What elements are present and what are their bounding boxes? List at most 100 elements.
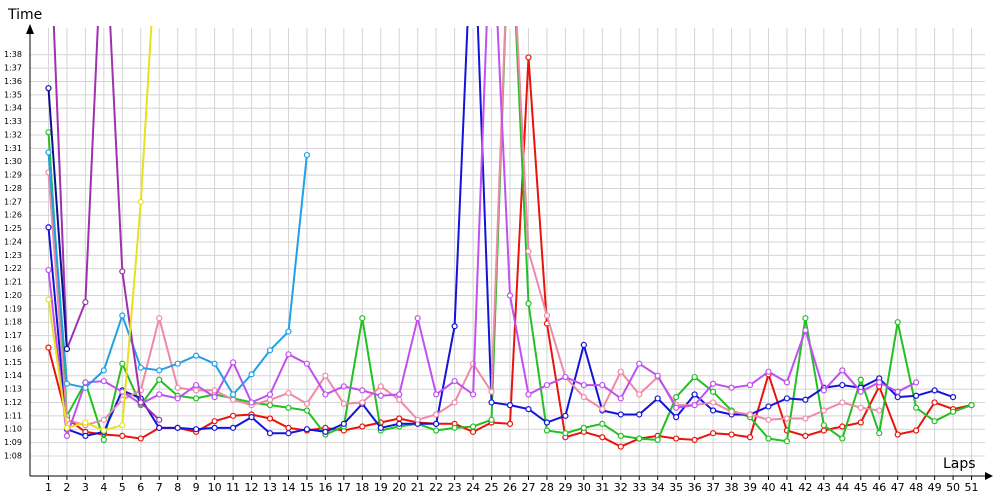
x-tick-label: 46: [872, 481, 886, 494]
lap-point: [617, 368, 624, 375]
lap-point: [414, 315, 421, 322]
lap-point: [783, 415, 791, 422]
lap-point: [63, 432, 71, 439]
lap-point: [229, 396, 237, 403]
x-tick-label: 25: [485, 481, 499, 494]
lap-point: [765, 368, 772, 375]
lap-point: [894, 388, 901, 395]
lap-point: [193, 426, 200, 433]
lap-point: [654, 372, 661, 379]
lap-point: [709, 407, 717, 414]
lap-point: [82, 379, 89, 386]
lap-point: [894, 431, 901, 438]
y-tick-label: 1:20: [4, 291, 22, 300]
lap-point: [636, 435, 643, 442]
y-tick-label: 1:38: [4, 50, 22, 59]
lap-point: [488, 416, 495, 423]
lap-point: [377, 383, 384, 390]
lap-point: [119, 360, 126, 367]
y-tick-label: 1:11: [4, 411, 22, 420]
lap-point: [303, 151, 311, 159]
lap-point: [119, 422, 126, 429]
lap-point: [100, 416, 107, 423]
lap-point: [174, 395, 181, 402]
lap-point: [359, 387, 366, 394]
lap-point: [229, 359, 237, 366]
lap-point: [654, 395, 661, 402]
lap-point: [617, 432, 624, 439]
lap-point: [248, 399, 255, 406]
y-tick-label: 1:15: [4, 358, 22, 367]
x-tick-label: 23: [448, 481, 462, 494]
lap-point: [45, 85, 52, 92]
lap-point: [839, 367, 846, 374]
lap-point: [802, 327, 809, 334]
lap-point: [968, 402, 975, 409]
y-tick-label: 1:18: [4, 318, 22, 327]
lap-point: [765, 416, 772, 423]
lap-point: [322, 391, 329, 398]
x-tick-label: 14: [281, 481, 295, 494]
lap-point: [229, 424, 237, 431]
lap-point: [433, 411, 440, 418]
lap-point: [876, 407, 883, 414]
lap-point: [673, 393, 680, 401]
y-tick-label: 1:16: [4, 344, 22, 353]
lap-point: [285, 389, 292, 397]
lap-point: [543, 427, 551, 434]
lap-point: [100, 436, 107, 443]
lap-point: [266, 396, 274, 403]
lap-point: [303, 400, 311, 407]
lap-point: [137, 435, 144, 442]
y-tick-label: 1:10: [4, 425, 22, 434]
lap-point: [728, 431, 735, 438]
lap-point: [506, 402, 514, 409]
lap-point: [820, 422, 827, 429]
lap-point: [709, 388, 717, 395]
lap-point: [377, 392, 384, 399]
y-tick-label: 1:36: [4, 77, 22, 86]
lap-point: [949, 393, 957, 401]
x-tick-label: 9: [193, 481, 200, 494]
lap-point: [673, 414, 680, 421]
lap-point: [820, 427, 827, 434]
lap-point: [839, 423, 846, 430]
lap-point: [396, 420, 403, 427]
y-tick-label: 1:33: [4, 117, 22, 126]
lap-point: [599, 420, 606, 427]
y-tick-label: 1:09: [4, 438, 22, 447]
series-line: [47, 88, 68, 350]
lap-point: [100, 367, 107, 374]
lap-point: [303, 360, 311, 367]
lap-point: [322, 372, 329, 379]
lap-point: [654, 436, 661, 443]
lap-point: [709, 430, 717, 437]
lap-point: [248, 414, 255, 421]
x-axis-title: Laps: [943, 456, 976, 472]
x-tick-label: 47: [891, 481, 905, 494]
lap-point: [266, 391, 274, 398]
lap-point: [451, 377, 458, 385]
x-tick-label: 27: [521, 481, 535, 494]
lap-point: [765, 403, 772, 410]
y-tick-label: 1:34: [4, 104, 22, 113]
lap-point: [894, 319, 901, 326]
lap-point: [543, 381, 551, 389]
lap-point: [709, 399, 717, 406]
lap-point: [396, 391, 403, 398]
lap-point: [119, 268, 126, 275]
lap-point: [746, 411, 754, 418]
lap-point: [45, 344, 52, 351]
lap-point: [45, 129, 52, 136]
y-tick-label: 1:37: [4, 64, 22, 73]
y-tick-label: 1:30: [4, 157, 22, 166]
x-tick-label: 44: [835, 481, 849, 494]
x-tick-label: 33: [632, 481, 646, 494]
lap-point: [931, 387, 938, 394]
y-tick-label: 1:31: [4, 144, 22, 153]
lap-point: [765, 435, 772, 442]
plot-area: [45, 26, 975, 450]
x-tick-label: 26: [503, 481, 517, 494]
lap-point: [396, 415, 403, 422]
